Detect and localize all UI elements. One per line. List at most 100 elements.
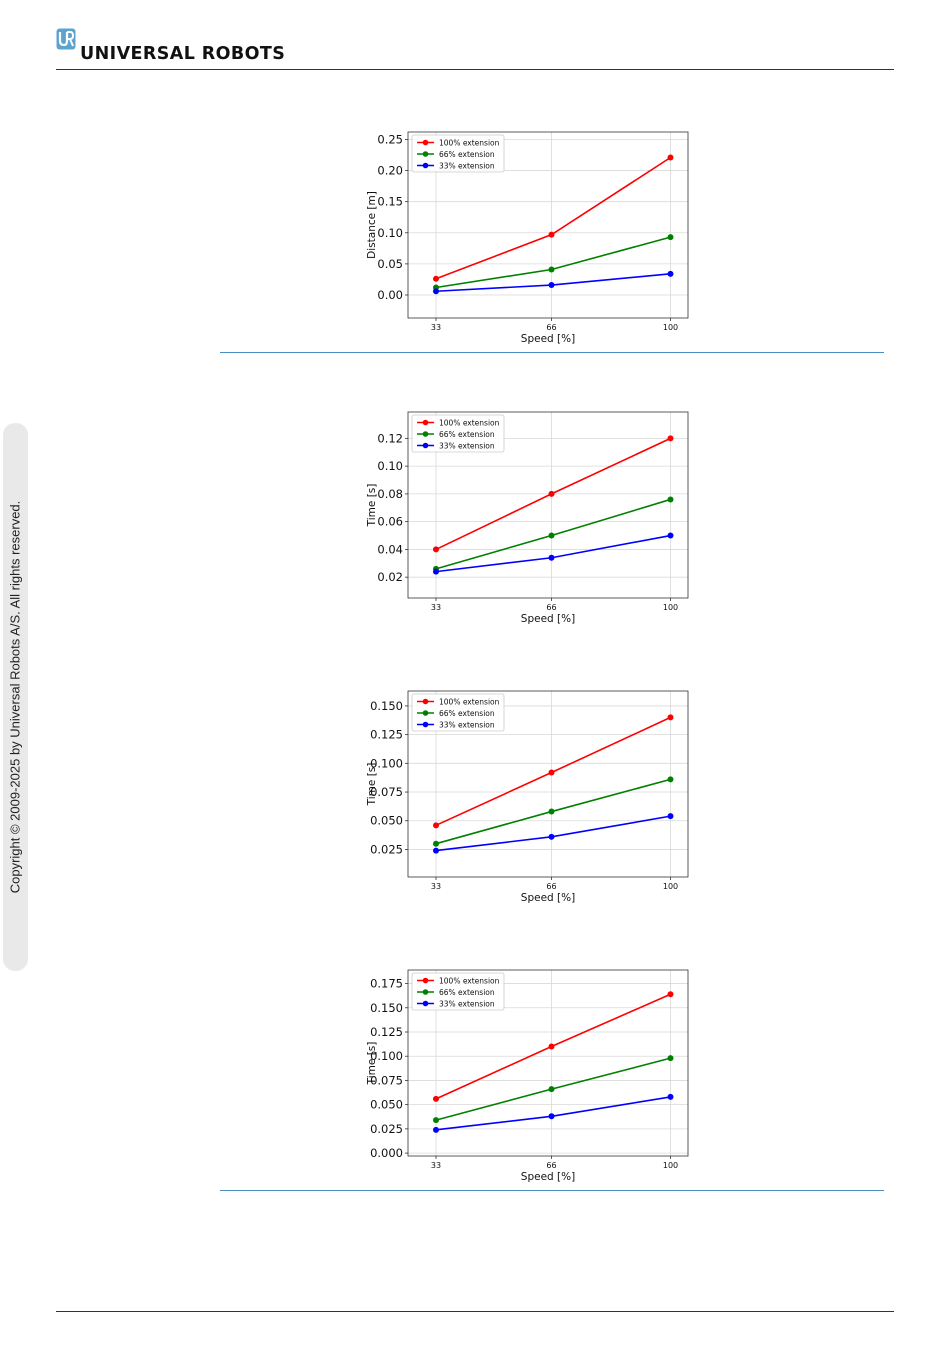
data-point (667, 1055, 674, 1062)
page-header: UNIVERSAL ROBOTS (56, 26, 894, 70)
y-tick-label: 0.04 (377, 542, 403, 556)
brand-name: UNIVERSAL ROBOTS (80, 44, 286, 64)
legend-label: 33% extension (439, 442, 495, 451)
data-point (433, 288, 439, 295)
data-point (548, 532, 555, 539)
legend-marker (422, 139, 429, 146)
legend-box (411, 134, 505, 173)
legend-marker (422, 162, 429, 169)
legend-label: 100% extension (439, 419, 500, 428)
legend-label: 100% extension (439, 977, 500, 986)
copyright-text: Copyright © 2009-2025 by Universal Robot… (7, 500, 23, 894)
legend-marker (422, 419, 429, 426)
legend-label: 33% extension (439, 162, 495, 171)
data-point (667, 813, 674, 820)
data-point (548, 490, 555, 497)
y-tick-label: 0.05 (377, 257, 403, 271)
y-tick-label: 0.150 (370, 1001, 403, 1015)
data-point (548, 808, 555, 815)
legend-marker (422, 977, 429, 984)
x-tick-label: 66 (546, 1161, 556, 1170)
data-point (667, 154, 674, 161)
y-tick-label: 0.100 (370, 756, 403, 770)
legend-label: 66% extension (439, 709, 495, 718)
y-tick-label: 0.125 (370, 728, 403, 742)
data-point (667, 496, 674, 503)
legend-label: 100% extension (439, 139, 500, 148)
y-tick-label: 0.000 (370, 1146, 403, 1160)
legend-marker (422, 431, 429, 437)
legend-label: 100% extension (439, 698, 500, 707)
data-point (433, 822, 439, 829)
y-tick-label: 0.08 (377, 487, 403, 501)
legend-marker (422, 721, 429, 728)
data-point (548, 231, 555, 238)
chart-time-1: 0.02 0.04 0.06 0.08 0.10 0.12 33 66 100 Speed [%]… (366, 411, 689, 625)
data-point (548, 1113, 555, 1120)
y-axis-label: Time [s] (366, 484, 378, 528)
data-point (667, 1093, 674, 1100)
data-point (548, 1043, 555, 1050)
y-tick-label: 0.100 (370, 1049, 403, 1063)
data-point (667, 435, 674, 442)
chart-time-2: 0.025 0.050 0.075 0.100 0.125 0.150 33 66 100 Spe… (366, 690, 689, 904)
header-divider (56, 69, 894, 70)
data-point (433, 1117, 439, 1124)
data-point (433, 1126, 439, 1133)
y-tick-label: 0.075 (370, 1073, 403, 1087)
x-tick-label: 33 (431, 1161, 441, 1170)
y-tick-label: 0.00 (377, 288, 403, 302)
y-tick-label: 0.10 (377, 226, 403, 240)
data-point (667, 776, 674, 783)
x-tick-label: 100 (663, 603, 678, 612)
y-tick-label: 0.12 (377, 431, 403, 445)
chart-distance: 0.00 0.05 0.10 0.15 0.20 0.25 33 66 100 Speed [%]… (366, 131, 689, 345)
legend-marker (422, 151, 429, 157)
x-tick-label: 33 (431, 603, 441, 612)
x-tick-label: 66 (546, 323, 556, 332)
y-tick-label: 0.06 (377, 515, 403, 529)
y-tick-label: 0.150 (370, 699, 403, 713)
legend-label: 33% extension (439, 1000, 495, 1009)
x-tick-label: 100 (663, 323, 678, 332)
x-tick-label: 33 (431, 323, 441, 332)
y-tick-label: 0.25 (377, 132, 403, 146)
data-point (667, 991, 674, 998)
section-divider (220, 1190, 884, 1191)
data-point (433, 275, 439, 282)
y-tick-label: 0.075 (370, 785, 403, 799)
plot-frame (407, 690, 689, 878)
y-axis-label: Time [s] (366, 1042, 378, 1086)
x-tick-label: 100 (663, 1161, 678, 1170)
data-point (667, 234, 674, 241)
plot-frame (407, 969, 689, 1157)
x-tick-label: 100 (663, 882, 678, 891)
data-point (433, 546, 439, 553)
y-tick-label: 0.20 (377, 164, 403, 178)
data-point (548, 282, 555, 289)
x-axis-label: Speed [%] (521, 1171, 575, 1183)
data-point (433, 847, 439, 854)
copyright-sidebar (3, 423, 28, 971)
y-tick-label: 0.125 (370, 1025, 403, 1039)
data-point (667, 714, 674, 721)
legend-marker (422, 442, 429, 449)
data-point (667, 532, 674, 539)
y-tick-label: 0.050 (370, 814, 403, 828)
x-axis-label: Speed [%] (521, 892, 575, 904)
data-point (548, 266, 555, 273)
y-tick-label: 0.050 (370, 1098, 403, 1112)
legend-box (411, 972, 505, 1011)
x-tick-label: 66 (546, 603, 556, 612)
chart-time-3: 0.000 0.025 0.050 0.075 0.100 0.125 0.150 0.175… (366, 969, 689, 1183)
x-tick-label: 33 (431, 882, 441, 891)
legend-marker (422, 989, 429, 995)
legend-label: 66% extension (439, 430, 495, 439)
x-axis-label: Speed [%] (521, 333, 575, 345)
y-axis-label: Time [s] (366, 763, 378, 807)
y-tick-label: 0.025 (370, 842, 403, 856)
legend-marker (422, 1000, 429, 1007)
data-point (548, 554, 555, 561)
legend-marker (422, 698, 429, 705)
legend-box (411, 414, 505, 453)
